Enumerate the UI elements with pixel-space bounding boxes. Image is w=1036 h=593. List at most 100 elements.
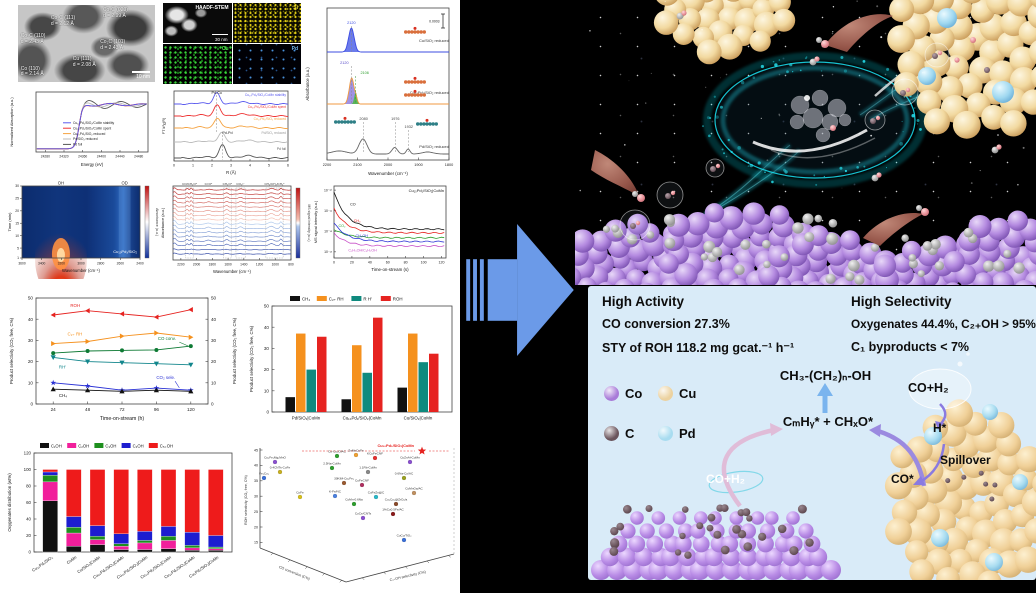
svg-text:CoMn: CoMn xyxy=(66,554,78,565)
svg-text:0: 0 xyxy=(333,261,335,265)
svg-text:Cu₁₀Pd₁/SiO₂ reduced: Cu₁₀Pd₁/SiO₂ reduced xyxy=(73,132,106,136)
operando-drifts-panel: 2200 2000 1800 1600 1400 1200 1000 800 Wavenumbe… xyxy=(160,180,312,279)
svg-text:Co-Cu₂O/AC: Co-Cu₂O/AC xyxy=(328,450,346,454)
svg-text:MS signal intensity (a.u.): MS signal intensity (a.u.) xyxy=(307,204,311,241)
svg-text:CoCe/CNTs: CoCe/CNTs xyxy=(355,512,372,516)
legend-label: Cu xyxy=(679,386,697,401)
svg-text:CH₄: CH₄ xyxy=(302,296,310,301)
svg-text:CuZnAl-CoMn: CuZnAl-CoMn xyxy=(400,456,420,460)
svg-text:C₅₊OH: C₅₊OH xyxy=(160,443,173,448)
svg-text:120: 120 xyxy=(439,261,445,265)
svg-text:30: 30 xyxy=(28,338,34,343)
map-label: Cu xyxy=(221,46,229,52)
svg-text:24320: 24320 xyxy=(59,155,68,159)
svg-text:Cu₁₀Pd₁/SiO₂|CoMn: Cu₁₀Pd₁/SiO₂|CoMn xyxy=(409,188,444,193)
svg-text:1200: 1200 xyxy=(256,263,264,267)
svg-text:Cu₁₀Pd₁/SiO₂/CoMn spent: Cu₁₀Pd₁/SiO₂/CoMn spent xyxy=(248,105,286,109)
lattice-annotation: Co₂C (101) d = 2.43 Å xyxy=(100,39,126,52)
mechanism-summary-panel: High Activity CO conversion 27.3% STY of… xyxy=(588,286,1036,580)
svg-text:CoMn-0.6Na: CoMn-0.6Na xyxy=(345,498,363,502)
svg-text:Wavenumber (cm⁻¹): Wavenumber (cm⁻¹) xyxy=(213,269,251,274)
svg-text:Cu₁₀Pd₁/SiO₂ reduced: Cu₁₀Pd₁/SiO₂ reduced xyxy=(254,117,287,121)
svg-text:Product selectivity (CO₂ free,: Product selectivity (CO₂ free, C%) xyxy=(9,317,14,384)
svg-text:1: 1 xyxy=(17,256,19,260)
svg-text:C₁OH: C₁OH xyxy=(51,443,62,448)
svg-text:CH₃OH: CH₃OH xyxy=(356,234,369,238)
svg-text:800: 800 xyxy=(288,263,294,267)
svg-text:1600: 1600 xyxy=(224,263,232,267)
svg-text:CH₄: CH₄ xyxy=(59,393,67,398)
svg-text:24360: 24360 xyxy=(78,155,87,159)
svg-text:Wavenumber (cm⁻¹): Wavenumber (cm⁻¹) xyxy=(62,268,100,273)
lattice-annotation: Co₂C (111) d = 2.12 Å xyxy=(50,14,76,27)
catalyst-3d-render xyxy=(575,0,1036,285)
co-conversion-value: CO conversion 27.3% xyxy=(602,317,730,331)
svg-text:48: 48 xyxy=(85,407,91,412)
svg-text:C₂OH: C₂OH xyxy=(78,443,89,448)
svg-text:2.5Na-CoMn: 2.5Na-CoMn xyxy=(323,462,341,466)
svg-text:1.1Rb-CoMn: 1.1Rb-CoMn xyxy=(359,466,377,470)
svg-text:10: 10 xyxy=(211,380,217,385)
svg-text:Time-on-stream (h): Time-on-stream (h) xyxy=(100,416,144,422)
c-sphere-icon xyxy=(604,426,619,441)
svg-text:CoFe: CoFe xyxy=(296,491,304,495)
svg-text:C₄OH: C₄OH xyxy=(133,443,144,448)
svg-text:1800: 1800 xyxy=(209,263,217,267)
svg-text:5: 5 xyxy=(17,246,19,250)
svg-text:1800: 1800 xyxy=(445,163,453,167)
svg-text:10: 10 xyxy=(15,234,19,238)
svg-text:Pd foil: Pd foil xyxy=(277,147,286,151)
stability-line-chart: 0 0 10 10 20 20 30 30 40 40 50 50 24 48 72 96 120 Time-on… xyxy=(4,290,242,438)
svg-text:80: 80 xyxy=(26,484,31,489)
svg-text:Cu₁₀Pd₁/SiO₂/CoMn stability: Cu₁₀Pd₁/SiO₂/CoMn stability xyxy=(73,121,115,125)
svg-text:ROH selectivity (CO₂ free, C%): ROH selectivity (CO₂ free, C%) xyxy=(244,475,248,525)
svg-text:1932: 1932 xyxy=(405,125,413,129)
co-h2-label-right: CO+H₂ xyxy=(908,381,949,395)
co-sphere-icon xyxy=(604,386,619,401)
svg-text:0: 0 xyxy=(29,550,32,555)
oxygenates-stacked-bar-chart: 0 20 40 60 80 100 120 Oxygenates distribution (… xyxy=(4,438,240,591)
svg-text:CO/CH₃O*: CO/CH₃O* xyxy=(182,182,198,186)
svg-text:Wavenumber (cm⁻¹): Wavenumber (cm⁻¹) xyxy=(368,171,408,176)
svg-text:40: 40 xyxy=(368,261,372,265)
svg-text:20: 20 xyxy=(254,525,258,529)
svg-text:0: 0 xyxy=(266,410,269,415)
cu-sphere-icon xyxy=(658,386,673,401)
svg-text:2080: 2080 xyxy=(359,117,367,121)
svg-text:40: 40 xyxy=(28,317,34,322)
intermediates-formula: CₘHᵧ* + CHₓO* xyxy=(782,414,874,429)
sty-roh-value: STY of ROH 118.2 mg gcat.⁻¹ h⁻¹ xyxy=(602,341,795,355)
svg-text:CO conv.: CO conv. xyxy=(158,336,176,341)
svg-text:C=O*: C=O* xyxy=(205,182,213,186)
svg-text:24440: 24440 xyxy=(115,155,124,159)
svg-text:25: 25 xyxy=(15,197,19,201)
legend-item-c: C xyxy=(604,426,634,441)
svg-text:20: 20 xyxy=(28,359,34,364)
svg-text:10: 10 xyxy=(28,380,34,385)
svg-text:24400: 24400 xyxy=(97,155,106,159)
svg-text:40: 40 xyxy=(26,517,31,522)
svg-text:CH₄: CH₄ xyxy=(354,219,361,223)
svg-text:10⁻¹⁰: 10⁻¹⁰ xyxy=(324,188,333,192)
svg-text:Cu₂Co₁@ZrO₂/a: Cu₂Co₁@ZrO₂/a xyxy=(385,498,408,502)
svg-text:1900: 1900 xyxy=(414,163,422,167)
pd-sphere-icon xyxy=(658,426,673,441)
map-label: HAADF-STEM xyxy=(195,5,229,11)
scale-bar-label: 10 nm xyxy=(136,74,150,80)
svg-text:40: 40 xyxy=(264,325,270,330)
svg-text:1400: 1400 xyxy=(240,263,248,267)
lattice-annotation: Co₂C (020) d = 2.99 Å xyxy=(102,7,128,19)
svg-text:120: 120 xyxy=(24,451,32,456)
svg-text:1%Co0.5Fe/AC: 1%Co0.5Fe/AC xyxy=(382,508,404,512)
legend-item-co: Co xyxy=(604,386,642,401)
svg-text:Time-on-stream (s): Time-on-stream (s) xyxy=(371,267,409,272)
svg-text:2200: 2200 xyxy=(323,163,331,167)
svg-text:Absorbance (a.u.): Absorbance (a.u.) xyxy=(305,67,310,101)
co-star-label: CO* xyxy=(891,472,914,486)
svg-text:1000: 1000 xyxy=(272,263,280,267)
svg-text:24280: 24280 xyxy=(41,155,50,159)
svg-text:OD: OD xyxy=(122,181,128,186)
svg-text:0.0003: 0.0003 xyxy=(429,20,439,24)
byproducts-value: C₁ byproducts < 7% xyxy=(851,340,970,354)
